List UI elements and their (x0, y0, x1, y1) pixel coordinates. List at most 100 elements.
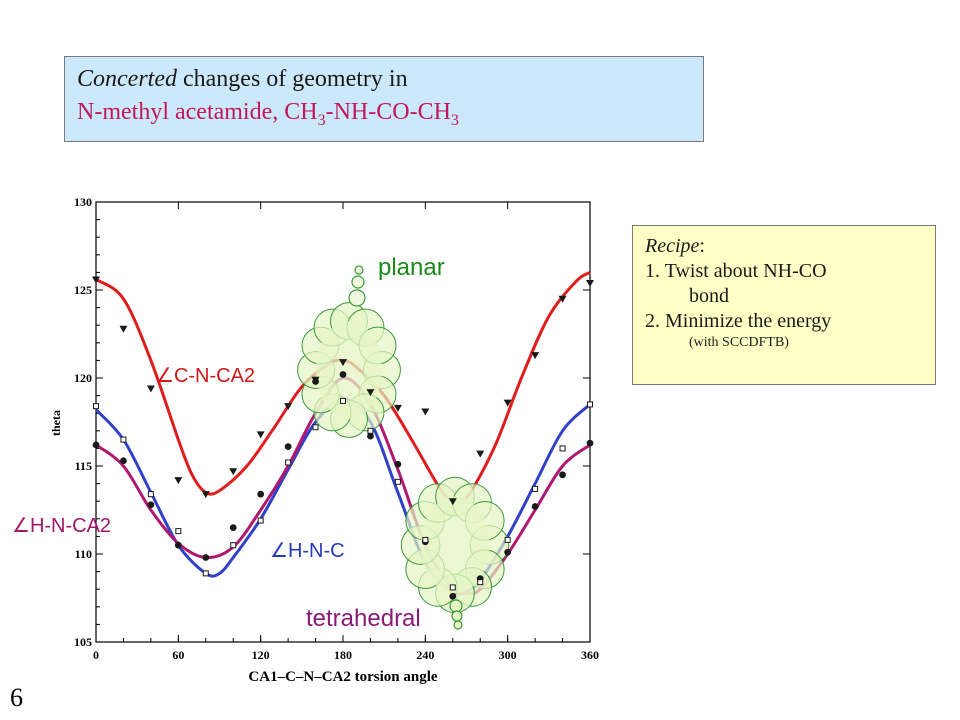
marker-triangle (256, 431, 265, 439)
h-n-ca2-text: H-N-CA2 (30, 515, 111, 537)
subtitle-mid: -NH-CO-CH (325, 99, 451, 125)
recipe-step1: 1. Twist about NH-CO (645, 260, 827, 282)
y-tick-label: 125 (74, 283, 92, 297)
planar-bubble (348, 289, 366, 307)
marker-triangle (92, 276, 100, 284)
title-rest: changes of geometry in (176, 66, 408, 92)
marker-triangle (146, 385, 155, 393)
thought-clouds (297, 265, 510, 630)
x-tick-label: 120 (252, 648, 270, 662)
y-tick-label: 105 (74, 635, 92, 649)
marker-circle (120, 457, 127, 465)
marker-square (394, 478, 401, 485)
slide-subtitle: N-methyl acetamide, CH3-NH-CO-CH3 (77, 95, 691, 138)
marker-triangle (586, 279, 594, 287)
angle-symbol-2: ∠ (12, 515, 30, 537)
subtitle-pre: N-methyl acetamide, CH (77, 99, 318, 125)
recipe-step2-note: (with SCCDFTB) (689, 335, 789, 350)
marker-circle (559, 471, 566, 479)
angle-symbol-3: ∠ (270, 540, 288, 562)
marker-circle (394, 460, 402, 468)
x-tick-label: 60 (172, 648, 184, 662)
marker-circle (367, 432, 374, 440)
marker-circle (257, 490, 265, 498)
recipe-step2: 2. Minimize the energy (645, 310, 832, 332)
planar-bubble (354, 265, 364, 275)
marker-circle (92, 441, 100, 449)
marker-circle (284, 443, 292, 451)
planar-bubble (351, 275, 365, 289)
y-tick-label: 110 (75, 547, 92, 561)
page-number: 6 (10, 683, 23, 712)
marker-circle (312, 378, 319, 385)
title-box: Concerted changes of geometry in N-methy… (64, 56, 704, 142)
marker-square (340, 397, 346, 404)
tetrahedral-bubble (451, 610, 463, 622)
marker-circle (449, 592, 457, 600)
marker-square (367, 427, 374, 434)
marker-triangle (503, 399, 512, 407)
y-tick-label: 115 (75, 459, 92, 473)
x-tick-label: 180 (334, 648, 352, 662)
label-c-n-ca2: ∠C-N-CA2 (156, 365, 255, 387)
cloud-body (420, 496, 490, 594)
recipe-heading-colon: : (699, 235, 705, 257)
marker-square (285, 459, 292, 466)
marker-triangle (476, 450, 485, 458)
marker-triangle (229, 468, 238, 476)
marker-square (257, 517, 264, 524)
y-axis-label: theta (49, 410, 63, 436)
x-tick-label: 0 (93, 648, 99, 662)
marker-square (422, 536, 429, 543)
tetrahedral-bubble (449, 599, 463, 613)
marker-square (504, 536, 511, 543)
marker-triangle (201, 491, 210, 499)
marker-square (312, 424, 319, 431)
recipe-box: Recipe: 1. Twist about NH-CO bond 2. Min… (632, 225, 936, 385)
marker-square (477, 579, 484, 586)
subtitle-sub1: 3 (317, 111, 326, 129)
marker-triangle (421, 408, 430, 416)
marker-square (202, 570, 209, 577)
marker-triangle (366, 389, 375, 397)
tetrahedral-cloud (400, 476, 510, 614)
marker-square (559, 445, 566, 452)
x-axis-label: CA1–C–N–CA2 torsion angle (248, 669, 438, 685)
marker-square (120, 436, 127, 443)
marker-square (587, 401, 593, 408)
tetrahedral-label: tetrahedral (306, 605, 421, 632)
marker-circle (202, 554, 210, 561)
marker-circle (229, 524, 237, 531)
x-tick-label: 300 (499, 648, 517, 662)
marker-square (532, 485, 539, 492)
axis-ticks: 0 60 120 180 240 300 360 105 110 115 120 125 130 (74, 195, 599, 662)
title-italic: Concerted (77, 66, 177, 92)
marker-square (175, 528, 182, 535)
marker-triangle (531, 352, 540, 360)
h-n-c-text: H-N-C (288, 540, 345, 562)
angle-symbol-1: ∠ (156, 365, 174, 387)
marker-square (147, 491, 154, 498)
marker-circle (586, 439, 594, 447)
x-tick-label: 360 (581, 648, 599, 662)
cloud-body (316, 321, 382, 419)
planar-label: planar (378, 254, 445, 281)
subtitle-sub2: 3 (450, 111, 459, 129)
recipe-heading: Recipe: (645, 234, 923, 259)
label-h-n-ca2: ∠H-N-CA2 (12, 515, 111, 537)
marker-triangle (558, 295, 567, 303)
marker-circle (531, 503, 539, 510)
marker-square (93, 403, 99, 410)
marker-triangle (174, 477, 183, 485)
series-markers (92, 276, 594, 600)
slide-title: Concerted changes of geometry in (77, 63, 691, 95)
marker-triangle (448, 498, 457, 506)
marker-square (230, 542, 237, 549)
label-h-n-c: ∠H-N-C (270, 540, 345, 562)
y-tick-label: 120 (74, 371, 92, 385)
marker-triangle (339, 359, 347, 367)
recipe-heading-text: Recipe (645, 235, 700, 257)
marker-triangle (393, 404, 402, 412)
recipe-step1-cont: bond (689, 285, 729, 307)
